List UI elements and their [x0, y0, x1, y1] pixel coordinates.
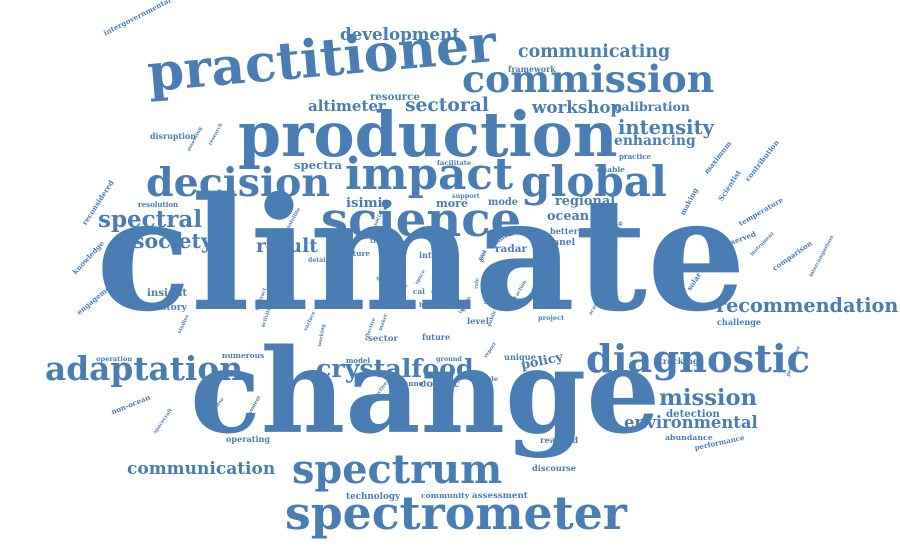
word-project: project	[538, 313, 565, 322]
word-mode: mode	[488, 197, 518, 208]
word-discourse: discourse	[532, 463, 576, 473]
word-science: science	[321, 192, 522, 248]
word-tracking: tracking	[659, 356, 699, 366]
word-intensity: intensity	[618, 116, 714, 139]
word-climate: climate	[96, 163, 747, 346]
word-communication: communication	[127, 458, 276, 479]
word-past: past	[420, 228, 439, 237]
word-history: history	[151, 301, 187, 313]
word-sectoral: sectoral	[405, 93, 489, 116]
word-detection: detection	[666, 408, 720, 420]
word-input: input	[482, 284, 498, 291]
word-sector: sector	[368, 333, 399, 344]
word-truth: truth	[370, 236, 391, 245]
word-drawn: drawn	[366, 226, 389, 234]
word-land: land	[440, 260, 456, 269]
word-spectrometer: spectrometer	[285, 486, 627, 540]
word-ocean: ocean	[547, 208, 590, 224]
word-technology: technology	[346, 491, 401, 502]
word-role: role	[473, 277, 481, 289]
word-detail: detail	[308, 257, 328, 264]
word-research: research	[207, 121, 225, 146]
word-unique: unique	[504, 352, 536, 362]
word-assessment: assessment	[472, 490, 528, 501]
word-abundance: abundance	[665, 433, 713, 442]
word-more: more	[436, 196, 469, 210]
word-comparison: comparison	[770, 238, 814, 273]
word-level: level	[467, 316, 489, 326]
word-challenge: challenge	[717, 317, 762, 327]
word-operating: operating	[226, 434, 271, 444]
word-global: global	[521, 157, 667, 206]
word-spectra: spectra	[294, 158, 343, 172]
word-society: society	[133, 228, 213, 253]
word-hit: hit	[419, 301, 430, 309]
word-change: change	[190, 324, 661, 460]
word-mission: mission	[659, 384, 758, 411]
word-support: support	[452, 192, 480, 200]
word-community: community	[421, 491, 470, 500]
word-radar: radar	[495, 242, 528, 255]
word-environmental: environmental	[624, 413, 758, 432]
word-recommendation: recommendation	[716, 293, 899, 317]
word-culture: culture	[340, 248, 371, 258]
word-future: future	[422, 332, 451, 342]
word-enable: enable	[597, 165, 625, 174]
word-commission: commission	[462, 57, 715, 101]
word-regional: regional	[555, 193, 616, 209]
word-calibration: calibration	[614, 99, 690, 114]
word-group: group	[483, 293, 517, 305]
word-adaptation: adaptation	[45, 348, 244, 388]
word-numerous: numerous	[222, 351, 265, 360]
word-panel: panel	[547, 236, 576, 248]
word-resolution: resolution	[138, 199, 179, 209]
word-cal: cal	[413, 286, 425, 296]
word-disruption: disruption	[150, 132, 197, 141]
word-production: production	[238, 98, 618, 171]
word-spectral: spectral	[98, 205, 203, 233]
word-communicating: communicating	[518, 41, 671, 62]
word-facilitate: facilitate	[437, 158, 472, 167]
word-practice: practice	[619, 151, 651, 161]
word-better: better	[550, 226, 579, 236]
word-realized: realized	[540, 435, 579, 446]
word-operation: operation	[96, 354, 133, 363]
word-insight: insight	[147, 287, 188, 299]
word-resource: resource	[370, 91, 420, 103]
word-intergovernmental: intergovernmental	[101, 0, 173, 37]
word-inter: inter	[419, 250, 442, 260]
word-crystalfood: crystalfood	[316, 352, 474, 383]
word-spacecraft: spacecraft	[151, 407, 174, 435]
word-model: model	[346, 355, 371, 365]
word-intercomparison: intercomparison	[808, 233, 836, 278]
word-contribution: contribution	[743, 137, 781, 183]
word-variable: variable	[468, 374, 499, 383]
word-workshop: workshop	[532, 96, 623, 117]
word-altimeter: altimeter	[308, 96, 386, 115]
word-cosmic: cosmic	[420, 378, 461, 390]
word-diagnostic: diagnostic	[586, 337, 810, 382]
word-development: development	[340, 23, 460, 44]
word-impact: impact	[345, 149, 514, 200]
word-enhancing: enhancing	[614, 133, 696, 149]
word-skin: skin	[487, 277, 500, 284]
word-result: result	[256, 234, 318, 257]
word-isimip: isimip	[346, 195, 393, 211]
word-spectrum: spectrum	[292, 447, 503, 493]
word-ground: ground	[436, 355, 462, 363]
word-channel: channel	[394, 378, 427, 388]
word-ann: ann	[431, 289, 443, 295]
word-decision: decision	[146, 160, 331, 206]
word-non-ocean: non-ocean	[109, 392, 151, 416]
word-framework: framework	[508, 65, 556, 74]
